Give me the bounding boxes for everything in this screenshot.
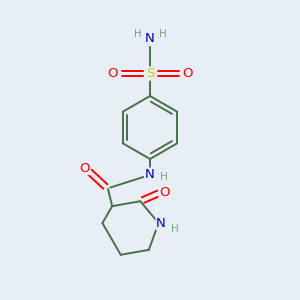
Text: O: O	[107, 67, 118, 80]
Text: N: N	[156, 217, 166, 230]
Text: S: S	[146, 67, 154, 80]
Text: H: H	[159, 28, 167, 39]
Text: N: N	[145, 168, 155, 181]
Text: H: H	[171, 224, 179, 234]
Text: O: O	[159, 186, 169, 199]
Text: N: N	[145, 32, 155, 46]
Text: H: H	[134, 28, 141, 39]
Text: O: O	[79, 161, 89, 175]
Text: H: H	[160, 172, 167, 182]
Text: O: O	[182, 67, 193, 80]
